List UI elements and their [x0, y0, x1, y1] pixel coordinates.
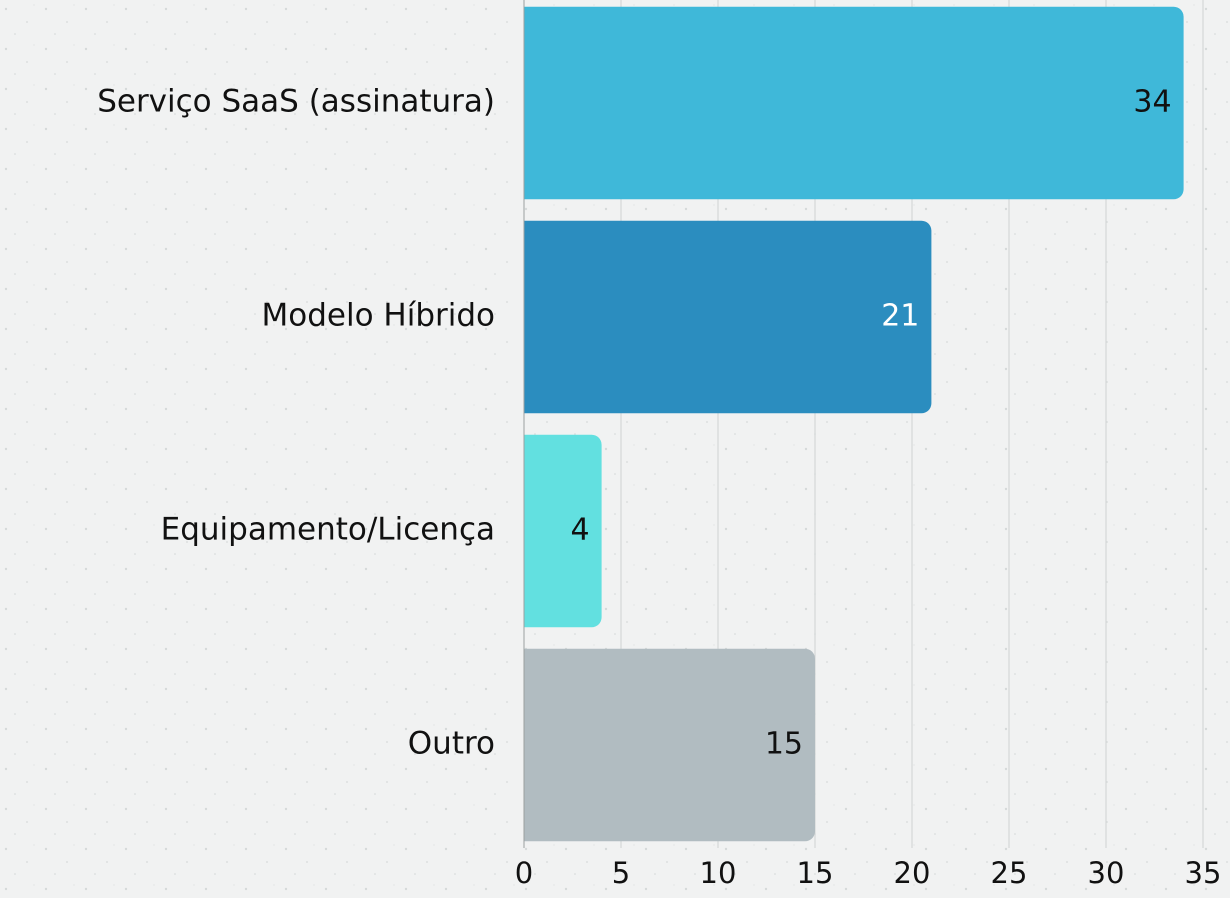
- y-tick-label: Equipamento/Licença: [161, 512, 495, 548]
- x-tick-label: 15: [797, 856, 834, 890]
- x-tick-label: 5: [612, 856, 630, 890]
- bar: [512, 220, 932, 414]
- left-cover: [511, 0, 524, 852]
- axis-mask: [0, 435, 524, 628]
- y-tick-label: Serviço SaaS (assinatura): [97, 84, 495, 120]
- bar: [512, 6, 1184, 200]
- value-label: 4: [571, 513, 590, 548]
- x-tick-label: 10: [700, 856, 737, 890]
- axis-mask: [0, 221, 524, 414]
- value-label: 15: [765, 727, 803, 762]
- axis-mask: [0, 7, 524, 200]
- x-tick-label: 0: [515, 856, 533, 890]
- x-tick-label: 20: [894, 856, 931, 890]
- value-label: 34: [1133, 85, 1171, 120]
- x-tick-label: 35: [1185, 856, 1222, 890]
- x-tick-label: 30: [1088, 856, 1125, 890]
- axis-mask: [0, 649, 524, 842]
- bar: [512, 648, 815, 842]
- x-tick-label: 25: [991, 856, 1028, 890]
- bar: [512, 434, 602, 628]
- y-tick-label: Outro: [408, 726, 495, 762]
- y-tick-label: Modelo Híbrido: [262, 298, 496, 334]
- value-label: 21: [881, 299, 919, 334]
